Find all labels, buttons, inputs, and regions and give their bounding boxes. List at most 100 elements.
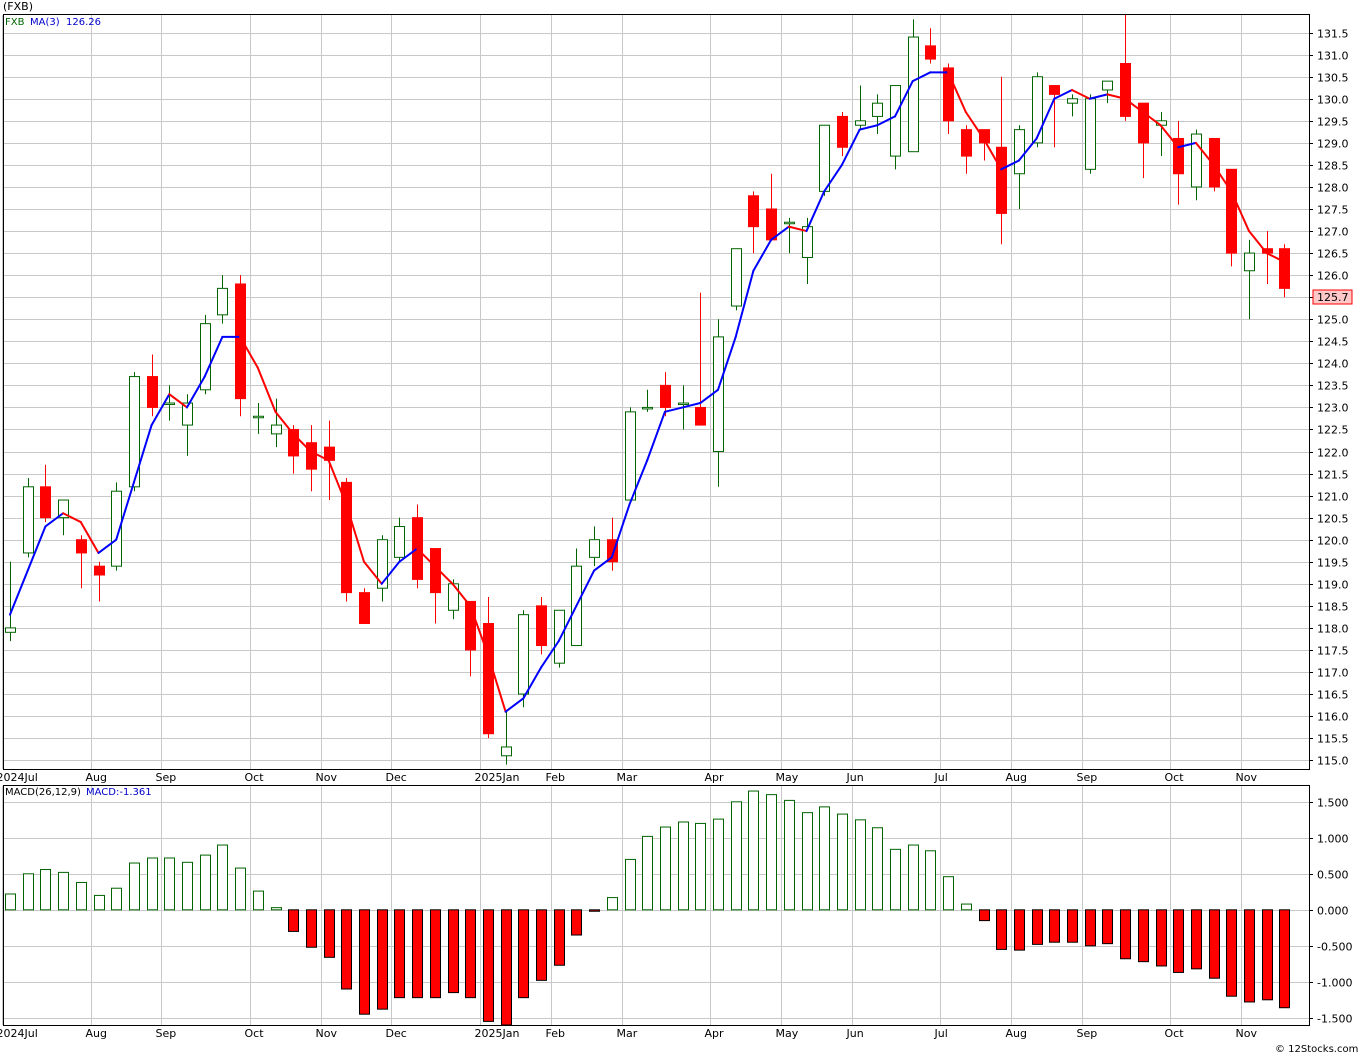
- ma-segment: [1088, 93, 1109, 100]
- macd-bar: [235, 867, 246, 911]
- price-y-axis: 115.0 115.5 116.0 116.5 117.0 117.5 118.0 118.5…: [1309, 28, 1349, 768]
- candle-body: [306, 442, 317, 470]
- ma-segment: [132, 424, 153, 484]
- macd-bar: [731, 801, 742, 911]
- candle-body: [1209, 137, 1220, 188]
- price-tick-label: 124.0: [1317, 358, 1349, 371]
- price-tick-label: 117.5: [1317, 645, 1349, 658]
- ma-segment: [1194, 141, 1215, 166]
- macd-x-tick-label: Oct: [1165, 1027, 1185, 1040]
- macd-label: MACD(26,12,9): [5, 787, 81, 798]
- price-tick-label: 127.5: [1317, 204, 1349, 217]
- ma-segment: [327, 459, 348, 506]
- candle-body: [961, 129, 972, 157]
- price-x-tick-label: Dec: [386, 771, 407, 784]
- macd-bar: [58, 871, 69, 911]
- candle-body: [288, 428, 299, 457]
- ma-segment: [44, 512, 65, 528]
- ma-segment: [504, 697, 525, 713]
- candle-body: [129, 376, 140, 488]
- ma-segment: [1000, 159, 1020, 171]
- macd-x-tick-label: 2024Jul: [0, 1027, 38, 1040]
- ma-segment: [274, 410, 295, 435]
- candle-body: [359, 592, 370, 624]
- ma-segment: [1265, 252, 1286, 263]
- ma-segment: [309, 450, 330, 462]
- price-tick-label: 118.0: [1317, 623, 1349, 636]
- candle-body: [1279, 248, 1290, 289]
- last-price-tag: 125.7: [1317, 291, 1349, 304]
- ma-segment: [1017, 137, 1038, 162]
- ma-segment: [610, 503, 631, 559]
- candle-body: [235, 283, 246, 400]
- ma-segment: [964, 111, 985, 140]
- macd-x-tick-label: 2025Jan: [475, 1027, 520, 1040]
- ma-segment: [557, 604, 578, 643]
- macd-bar: [695, 822, 706, 911]
- macd-x-tick-label: May: [776, 1027, 799, 1040]
- candle-body: [1032, 76, 1043, 144]
- ma-segment: [1053, 88, 1073, 100]
- macd-bar: [625, 858, 636, 911]
- macd-bar: [1014, 909, 1025, 951]
- macd-x-tick-label: Nov: [1236, 1027, 1258, 1040]
- candle-body: [217, 287, 228, 316]
- candle-body: [890, 85, 901, 157]
- candle-body: [1191, 133, 1202, 188]
- price-tick-label: 127.0: [1317, 226, 1349, 239]
- macd-x-tick-label: Feb: [546, 1027, 565, 1040]
- last-price-tag-box: [1312, 289, 1353, 305]
- candle-body: [200, 323, 211, 391]
- ma-segment: [62, 512, 82, 524]
- candle-body: [695, 406, 706, 426]
- candle-body: [394, 525, 405, 558]
- macd-bar: [1209, 909, 1220, 979]
- candle-body: [660, 384, 671, 408]
- price-x-tick-label: Mar: [617, 771, 638, 784]
- candle-body: [377, 539, 388, 589]
- candle-body: [448, 583, 459, 611]
- macd-bar: [607, 897, 618, 911]
- macd-bar: [554, 909, 565, 966]
- macd-tick-label: -1.000: [1317, 977, 1352, 990]
- candle-body: [501, 746, 512, 757]
- macd-bar: [394, 909, 405, 999]
- macd-bar: [784, 799, 795, 911]
- ma-segment: [663, 406, 684, 413]
- candle-body: [784, 221, 795, 225]
- ma-segment: [168, 393, 188, 409]
- macd-bar: [111, 887, 122, 911]
- price-x-tick-label: Apr: [705, 771, 725, 784]
- macd-bar: [748, 790, 759, 911]
- price-tick-label: 121.5: [1317, 469, 1349, 482]
- ma-segment: [451, 582, 472, 607]
- ma-segment: [858, 124, 879, 131]
- candle-body: [164, 402, 175, 406]
- price-x-tick-label: Oct: [245, 771, 265, 784]
- macd-bar: [448, 909, 459, 994]
- ma-segment: [805, 190, 826, 233]
- ma-segment: [1212, 163, 1233, 193]
- candle-body: [23, 486, 34, 554]
- macd-bar: [1279, 909, 1290, 1009]
- ma-segment: [575, 569, 596, 607]
- price-x-tick-label: Aug: [86, 771, 107, 784]
- price-x-tick-label: 2025Jan: [475, 771, 520, 784]
- macd-bar: [1085, 909, 1096, 947]
- candle-body: [1102, 80, 1113, 91]
- ma-segment: [876, 115, 896, 127]
- candle-body: [872, 102, 883, 117]
- macd-bar: [872, 827, 883, 911]
- ma-value: 126.26: [66, 17, 101, 28]
- candle-body: [1085, 98, 1096, 170]
- price-tick-label: 122.5: [1317, 424, 1349, 437]
- candle-body: [589, 539, 600, 558]
- macd-bar: [200, 854, 211, 911]
- macd-bar: [979, 909, 990, 922]
- candle-body: [625, 411, 636, 501]
- macd-bar: [377, 909, 388, 1010]
- candle-body: [678, 402, 689, 406]
- candle-body: [271, 424, 282, 435]
- price-tick-label: 117.0: [1317, 667, 1349, 680]
- ma-segment: [717, 335, 737, 391]
